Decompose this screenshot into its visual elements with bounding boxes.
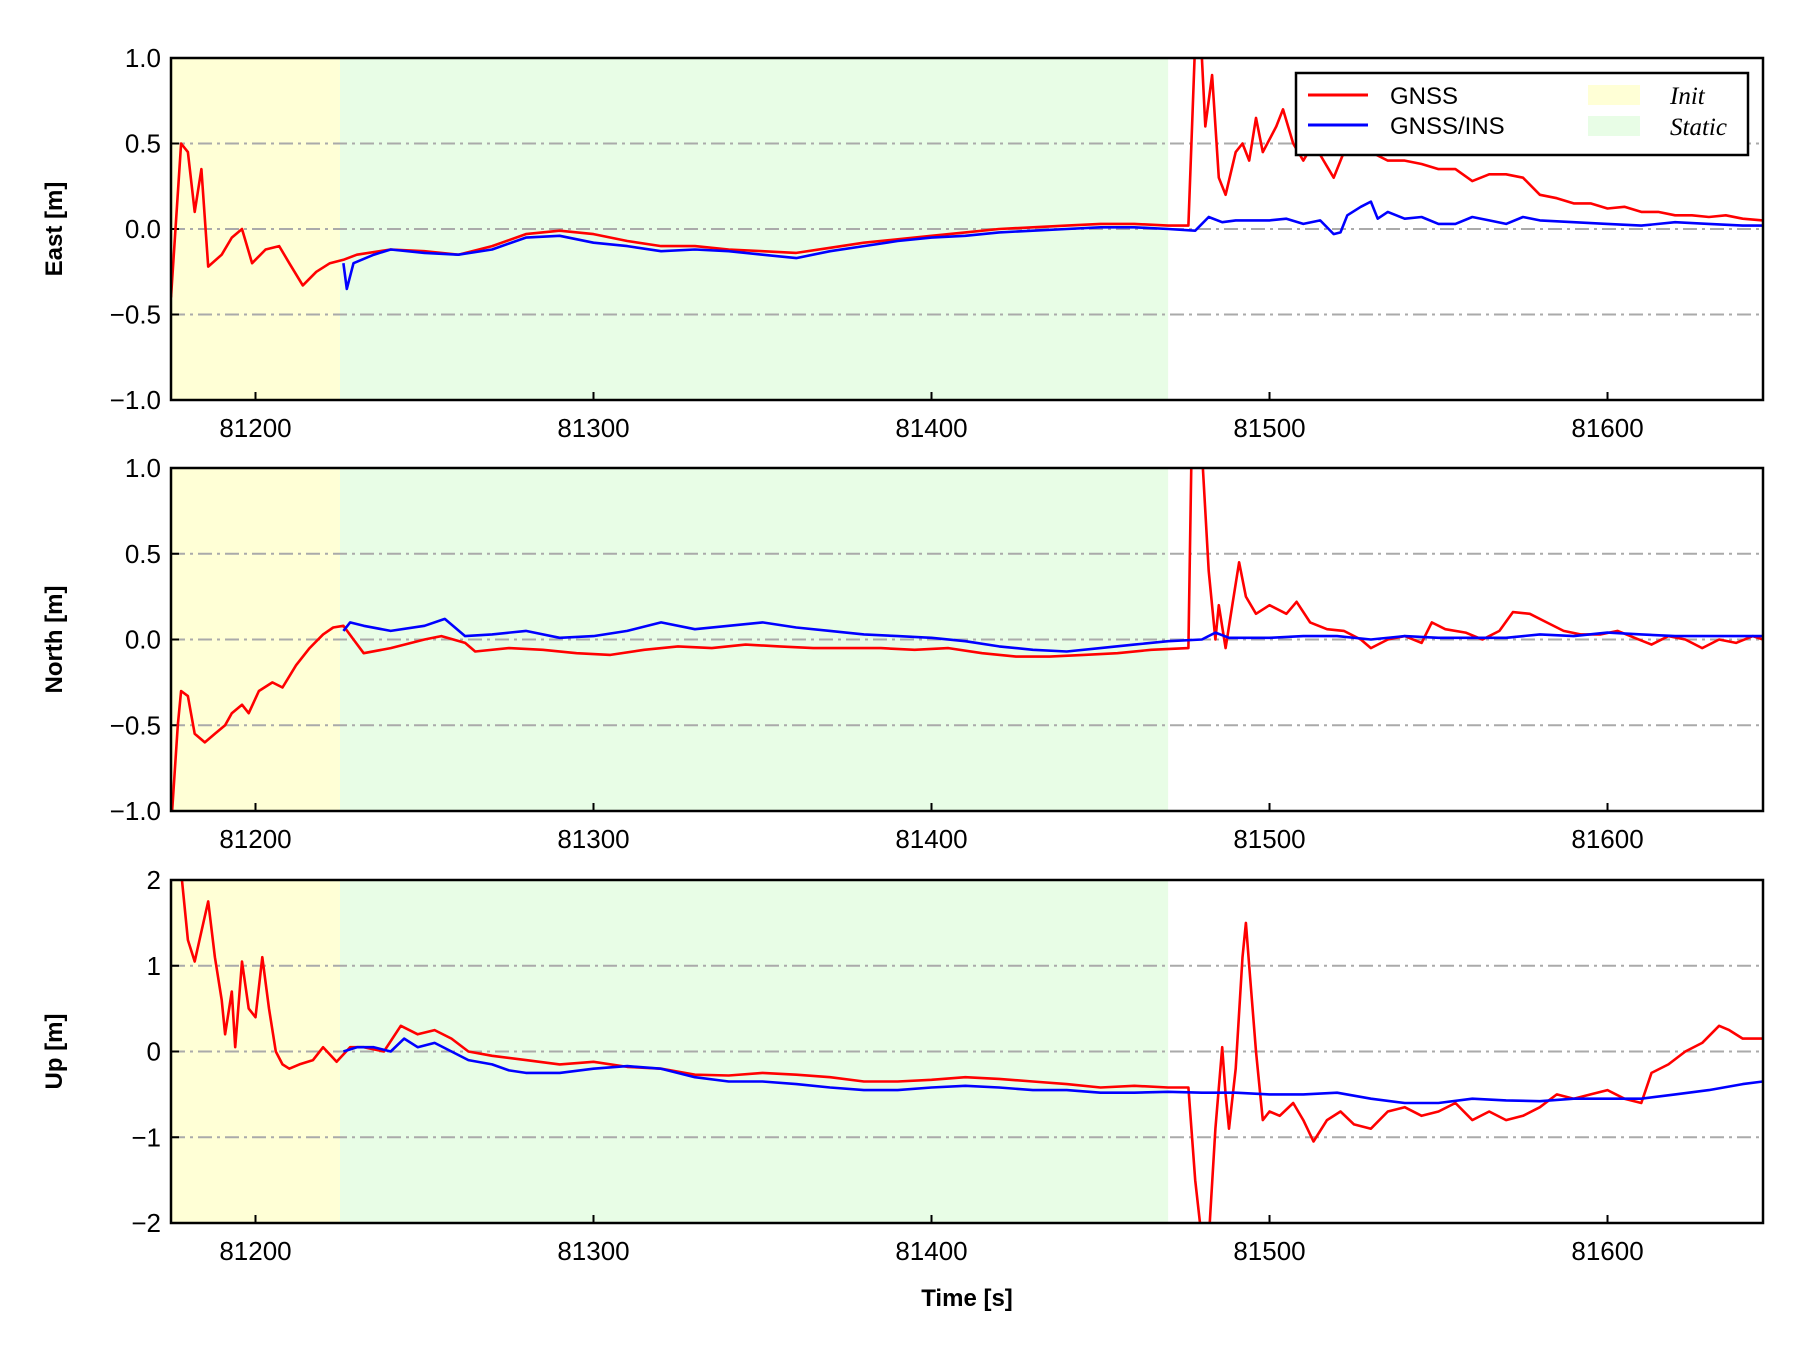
y-tick-label: 1.0 xyxy=(125,453,161,483)
x-tick-label: 81500 xyxy=(1233,413,1305,443)
legend-label-gnss: GNSS xyxy=(1390,83,1458,110)
panel-2: −2 −1 0 1 2 81200 81300 81400 81500 81600 Up [m] xyxy=(41,865,1765,1266)
x-tick-label: 81300 xyxy=(557,1236,629,1266)
y-tick-label: 0.5 xyxy=(125,539,161,569)
y-tick-label: 0.0 xyxy=(125,625,161,655)
y-tick-label: 1 xyxy=(147,951,161,981)
x-axis-label: Time [s] xyxy=(921,1285,1013,1312)
y-axis-label: East [m] xyxy=(41,182,68,277)
y-tick-label: 0 xyxy=(147,1037,161,1067)
series-line-gnss-ins xyxy=(342,617,1763,653)
x-tick-label: 81400 xyxy=(895,824,967,854)
y-tick-label: 0.5 xyxy=(125,129,161,159)
series-line-gnss xyxy=(180,880,1763,1223)
series-line-gnss xyxy=(171,468,1763,811)
x-tick-label: 81200 xyxy=(219,413,291,443)
x-tick-label: 81600 xyxy=(1571,413,1643,443)
legend: GNSS GNSS/INS Init Static xyxy=(1294,71,1750,157)
y-axis-label: North [m] xyxy=(41,586,68,694)
legend-swatch-init xyxy=(1588,85,1640,105)
y-tick-label: −1 xyxy=(131,1122,161,1152)
legend-frame xyxy=(1294,71,1750,157)
y-tick-label: 1.0 xyxy=(125,43,161,73)
y-tick-label: −1.0 xyxy=(110,796,161,826)
legend-swatch-static xyxy=(1588,116,1640,136)
panel-1: −1.0 −0.5 0.0 0.5 1.0 81200 81300 81400 81500 816… xyxy=(41,453,1765,854)
axes-frame xyxy=(169,878,1765,1225)
axes-frame xyxy=(169,466,1765,813)
x-tick-label: 81500 xyxy=(1233,1236,1305,1266)
series-line-gnss xyxy=(171,58,1763,298)
x-tick-label: 81600 xyxy=(1571,1236,1643,1266)
y-tick-label: −1.0 xyxy=(110,385,161,415)
x-tick-label: 81500 xyxy=(1233,824,1305,854)
axes-frame xyxy=(169,56,1765,402)
y-tick-label: 0.0 xyxy=(125,214,161,244)
x-tick-label: 81600 xyxy=(1571,824,1643,854)
x-tick-label: 81300 xyxy=(557,824,629,854)
x-tick-label: 81200 xyxy=(219,824,291,854)
y-tick-label: 2 xyxy=(147,865,161,895)
legend-label-gnss-ins: GNSS/INS xyxy=(1390,113,1505,140)
y-tick-label: −0.5 xyxy=(110,710,161,740)
series-line-gnss-ins xyxy=(342,200,1763,291)
x-tick-label: 81300 xyxy=(557,413,629,443)
panel-0: −1.0 −0.5 0.0 0.5 1.0 81200 81300 81400 81500 816… xyxy=(41,43,1765,443)
y-tick-label: −0.5 xyxy=(110,300,161,330)
y-axis-label: Up [m] xyxy=(41,1014,68,1090)
y-tick-label: −2 xyxy=(131,1208,161,1238)
x-tick-label: 81400 xyxy=(895,413,967,443)
x-tick-label: 81200 xyxy=(219,1236,291,1266)
x-tick-label: 81400 xyxy=(895,1236,967,1266)
legend-label-init: Init xyxy=(1669,83,1706,110)
series-line-gnss-ins xyxy=(343,1037,1763,1105)
legend-label-static: Static xyxy=(1670,114,1727,141)
